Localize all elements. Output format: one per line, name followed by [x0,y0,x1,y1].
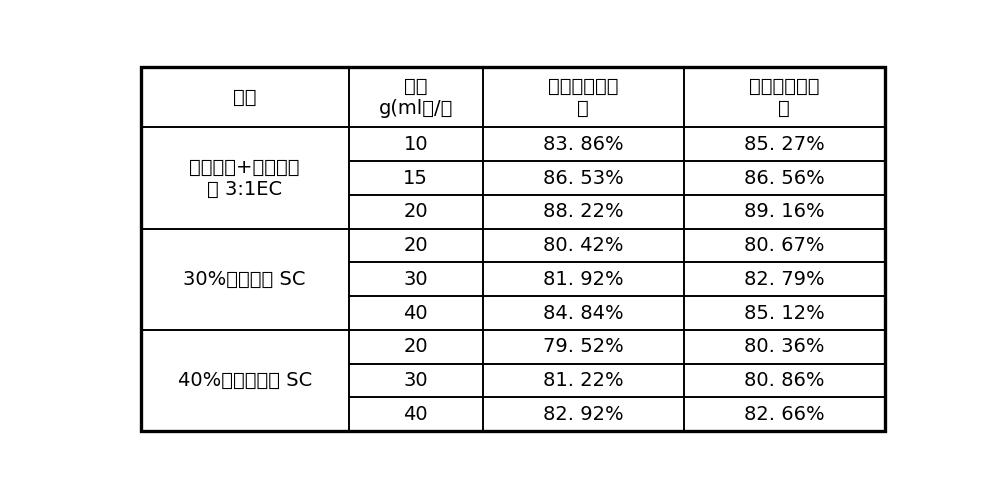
Bar [140,128,349,229]
Bar [684,195,885,229]
Text: 79. 52%: 79. 52% [543,337,624,356]
Bar [483,195,684,229]
Bar [483,330,684,364]
Bar [483,161,684,195]
Text: 40: 40 [403,405,428,424]
Text: 药剂: 药剂 [233,88,256,106]
Text: 84. 84%: 84. 84% [543,304,623,322]
Bar [483,364,684,397]
Bar [684,262,885,296]
Bar [140,229,349,330]
Text: 83. 86%: 83. 86% [543,135,623,154]
Text: 80. 86%: 80. 86% [744,371,824,390]
Text: 20: 20 [403,202,428,221]
Text: 氟唑磺隆+丙炔氟草
胺 3:1EC: 氟唑磺隆+丙炔氟草 胺 3:1EC [189,158,300,199]
Text: 剂量
g(ml）/亩: 剂量 g(ml）/亩 [379,76,453,118]
Text: 15: 15 [403,169,428,188]
Text: 86. 53%: 86. 53% [543,169,624,188]
Bar [349,364,483,397]
Text: 20: 20 [403,236,428,255]
Bar [483,296,684,330]
Bar [684,397,885,431]
Bar [140,330,349,431]
Text: 30: 30 [403,371,428,390]
Bar [349,128,483,161]
Bar [684,364,885,397]
Bar [483,229,684,262]
Text: 88. 22%: 88. 22% [543,202,623,221]
Bar [483,262,684,296]
Text: 40: 40 [403,304,428,322]
Bar [349,195,483,229]
Bar [684,128,885,161]
Bar [684,330,885,364]
Text: 80. 42%: 80. 42% [543,236,623,255]
Text: 40%丙炔氟草胺 SC: 40%丙炔氟草胺 SC [178,371,312,390]
Text: 80. 36%: 80. 36% [744,337,824,356]
Bar [483,67,684,128]
Bar [684,67,885,128]
Text: 81. 22%: 81. 22% [543,371,623,390]
Bar [483,397,684,431]
Bar [483,128,684,161]
Text: 10: 10 [403,135,428,154]
Bar [349,229,483,262]
Bar [349,262,483,296]
Text: 82. 66%: 82. 66% [744,405,824,424]
Text: 80. 67%: 80. 67% [744,236,824,255]
Text: 82. 79%: 82. 79% [744,270,824,289]
Bar [349,330,483,364]
Bar [349,397,483,431]
Text: 20: 20 [403,337,428,356]
Bar [684,161,885,195]
Text: 82. 92%: 82. 92% [543,405,623,424]
Text: 禾本科杂草防
效: 禾本科杂草防 效 [548,76,618,118]
Text: 86. 56%: 86. 56% [744,169,824,188]
Bar [684,296,885,330]
Bar [684,229,885,262]
Text: 阔叶草杂草防
效: 阔叶草杂草防 效 [749,76,819,118]
Bar [349,296,483,330]
Text: 85. 12%: 85. 12% [744,304,824,322]
Text: 30%氟唑磺隆 SC: 30%氟唑磺隆 SC [183,270,306,289]
Text: 89. 16%: 89. 16% [744,202,824,221]
Text: 85. 27%: 85. 27% [744,135,824,154]
Bar [349,67,483,128]
Text: 30: 30 [403,270,428,289]
Bar [140,67,349,128]
Bar [349,161,483,195]
Text: 81. 92%: 81. 92% [543,270,623,289]
